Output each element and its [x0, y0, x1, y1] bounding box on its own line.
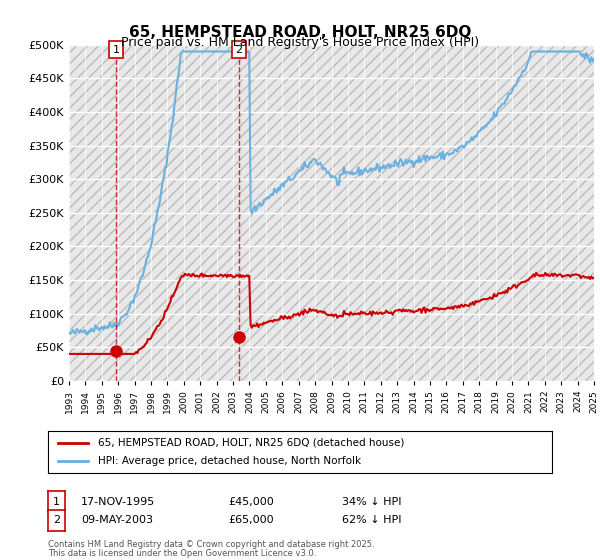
Text: 62% ↓ HPI: 62% ↓ HPI: [342, 515, 401, 525]
Text: 2: 2: [53, 515, 60, 525]
Text: This data is licensed under the Open Government Licence v3.0.: This data is licensed under the Open Gov…: [48, 549, 316, 558]
Text: 34% ↓ HPI: 34% ↓ HPI: [342, 497, 401, 507]
Text: 1: 1: [113, 45, 120, 55]
Text: Price paid vs. HM Land Registry's House Price Index (HPI): Price paid vs. HM Land Registry's House …: [121, 36, 479, 49]
Text: 65, HEMPSTEAD ROAD, HOLT, NR25 6DQ (detached house): 65, HEMPSTEAD ROAD, HOLT, NR25 6DQ (deta…: [98, 438, 405, 448]
Text: HPI: Average price, detached house, North Norfolk: HPI: Average price, detached house, Nort…: [98, 456, 362, 466]
Text: 1: 1: [53, 497, 60, 507]
Text: 17-NOV-1995: 17-NOV-1995: [81, 497, 155, 507]
Text: £45,000: £45,000: [228, 497, 274, 507]
Text: 65, HEMPSTEAD ROAD, HOLT, NR25 6DQ: 65, HEMPSTEAD ROAD, HOLT, NR25 6DQ: [129, 25, 471, 40]
Text: 2: 2: [235, 45, 242, 55]
Text: Contains HM Land Registry data © Crown copyright and database right 2025.: Contains HM Land Registry data © Crown c…: [48, 540, 374, 549]
Text: £65,000: £65,000: [228, 515, 274, 525]
Text: 09-MAY-2003: 09-MAY-2003: [81, 515, 153, 525]
